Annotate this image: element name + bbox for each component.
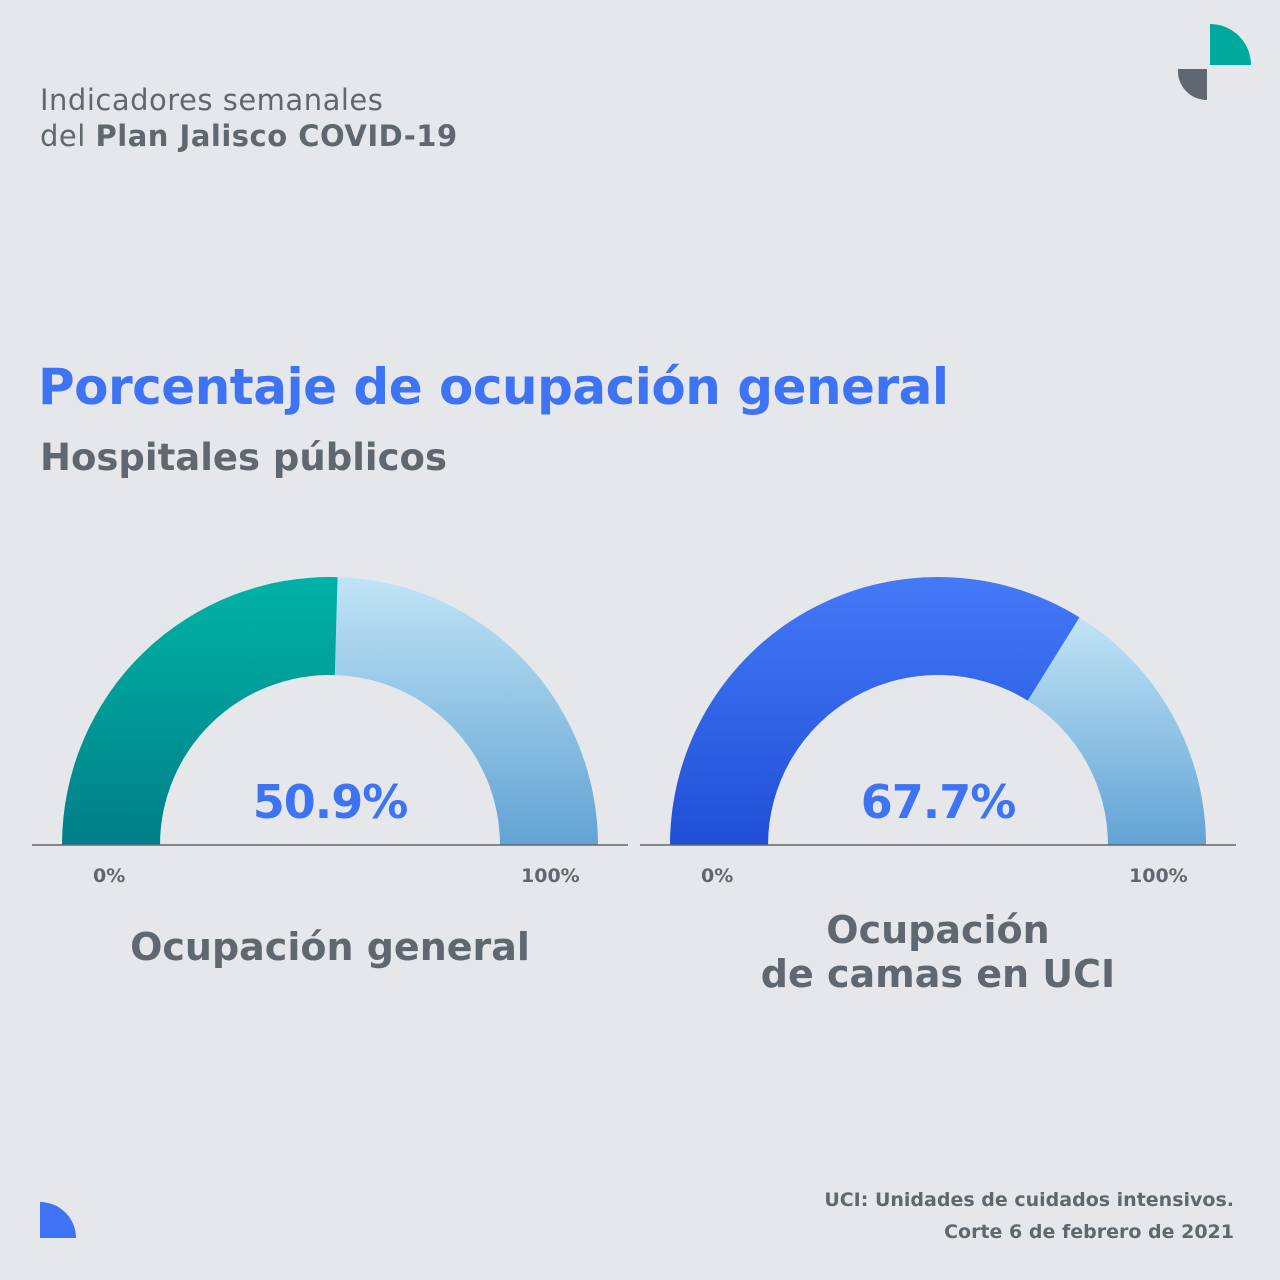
gauge1-value-arc bbox=[62, 577, 338, 845]
gauge1-min-label: 0% bbox=[93, 865, 126, 887]
header-line2-prefix: del bbox=[40, 119, 96, 153]
header-line2-bold: Plan Jalisco COVID-19 bbox=[95, 119, 458, 153]
footer-note: UCI: Unidades de cuidados intensivos. Co… bbox=[824, 1184, 1234, 1248]
quarter-circle-logo-teal-gray bbox=[1177, 24, 1251, 101]
header-line2: del Plan Jalisco COVID-19 bbox=[40, 118, 458, 154]
logo-gray-quarter-icon bbox=[1177, 69, 1207, 101]
gauge2-remainder-arc bbox=[1027, 617, 1206, 845]
header-line1: Indicadores semanales bbox=[40, 83, 384, 117]
gauge2-caption-line2: de camas en UCI bbox=[760, 952, 1116, 996]
page-title: Porcentaje de ocupación general bbox=[38, 358, 949, 416]
gauge2-value-arc bbox=[670, 577, 1080, 845]
gauge2-max-label: 100% bbox=[1129, 865, 1188, 887]
gauge1-value-label: 50.9% bbox=[252, 775, 409, 829]
logo-blue-quarter-icon bbox=[40, 1202, 76, 1238]
footer-line2: Corte 6 de febrero de 2021 bbox=[944, 1221, 1234, 1243]
gauge1-max-label: 100% bbox=[521, 865, 580, 887]
gauge2-caption-line1: Ocupación bbox=[826, 908, 1050, 952]
footer-line1: UCI: Unidades de cuidados intensivos. bbox=[824, 1189, 1234, 1211]
quarter-circle-logo-blue bbox=[40, 1202, 76, 1238]
gauge2-caption: Ocupación de camas en UCI bbox=[638, 908, 1238, 996]
gauge1-remainder-arc bbox=[334, 577, 598, 845]
gauge-chart-general bbox=[32, 577, 628, 846]
gauge1-caption: Ocupación general bbox=[130, 925, 530, 969]
gauge-chart-uci bbox=[640, 577, 1236, 846]
header: Indicadores semanales del Plan Jalisco C… bbox=[40, 82, 458, 154]
gauge2-min-label: 0% bbox=[701, 865, 734, 887]
page-subtitle: Hospitales públicos bbox=[40, 436, 447, 479]
logo-teal-quarter-icon bbox=[1210, 24, 1251, 65]
gauge2-value-label: 67.7% bbox=[860, 775, 1017, 829]
